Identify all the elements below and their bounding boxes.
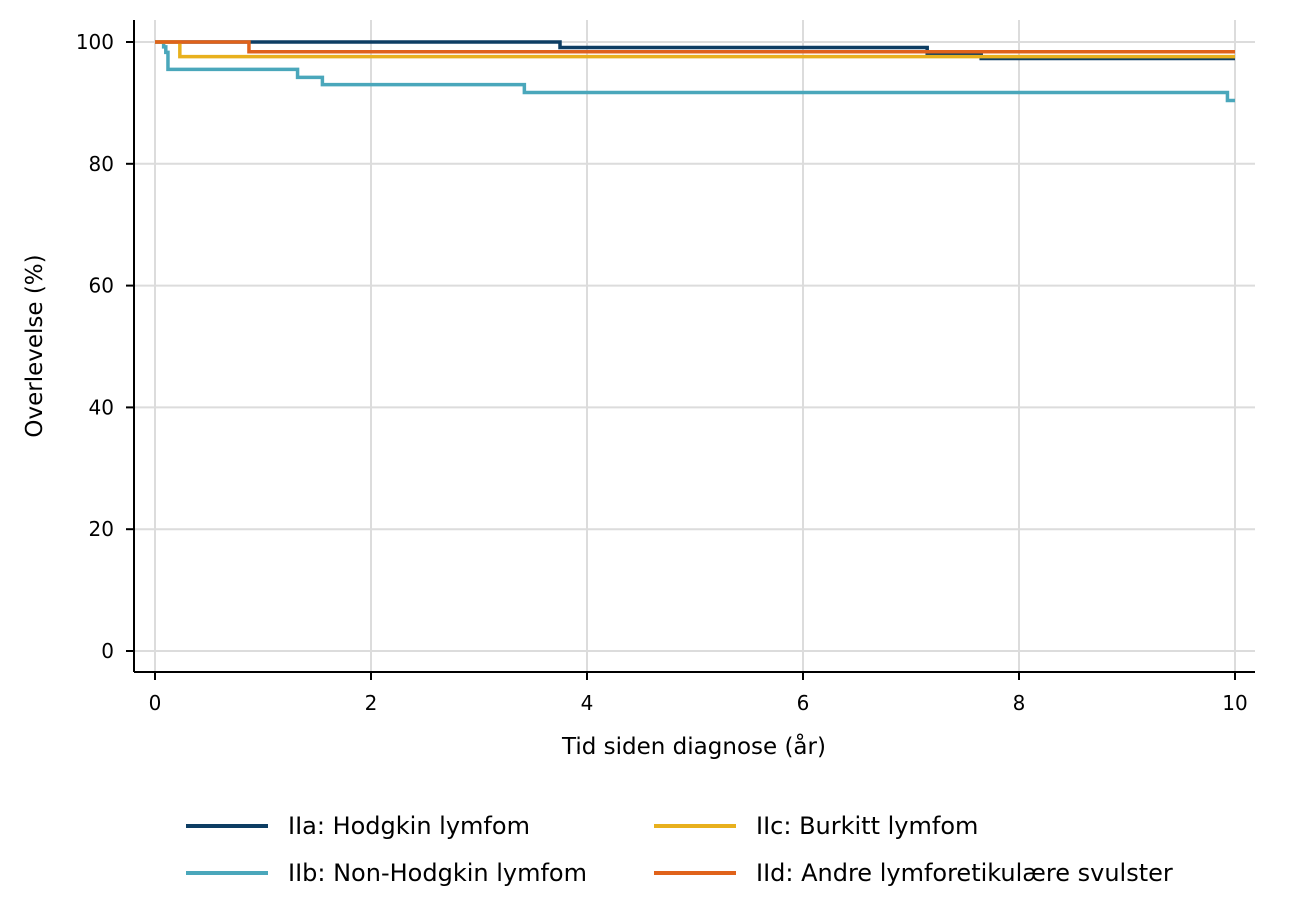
y-tick-label-5: 100 xyxy=(76,30,114,54)
x-tick-label-0: 0 xyxy=(149,691,162,715)
legend-label-3: IIc: Burkitt lymfom xyxy=(756,812,978,840)
series-line-3 xyxy=(155,40,1235,59)
x-tick-label-2: 4 xyxy=(581,691,594,715)
series-layer xyxy=(155,40,1235,103)
x-tick-label-3: 6 xyxy=(797,691,810,715)
legend: IIa: Hodgkin lymfom IIb: Non-Hodgkin lymf… xyxy=(186,812,1173,887)
x-tick-label-5: 10 xyxy=(1222,691,1247,715)
y-tick-label-2: 40 xyxy=(89,395,114,419)
axes xyxy=(133,20,1255,673)
y-tick-label-3: 60 xyxy=(89,274,114,298)
grid xyxy=(134,20,1255,672)
series-line-4 xyxy=(155,40,1235,54)
series-line-2 xyxy=(155,40,1235,103)
y-tick-label-0: 0 xyxy=(101,639,114,663)
y-tick-label-4: 80 xyxy=(89,152,114,176)
legend-label-2: IIb: Non-Hodgkin lymfom xyxy=(288,859,587,887)
legend-label-4: IId: Andre lymforetikulære svulster xyxy=(756,859,1173,887)
y-tick-label-1: 20 xyxy=(89,517,114,541)
x-tick-label-4: 8 xyxy=(1013,691,1026,715)
legend-label-1: IIa: Hodgkin lymfom xyxy=(288,812,530,840)
y-axis-title: Overlevelse (%) xyxy=(22,254,48,437)
x-tick-label-1: 2 xyxy=(365,691,378,715)
x-axis-title: Tid siden diagnose (år) xyxy=(561,732,826,760)
